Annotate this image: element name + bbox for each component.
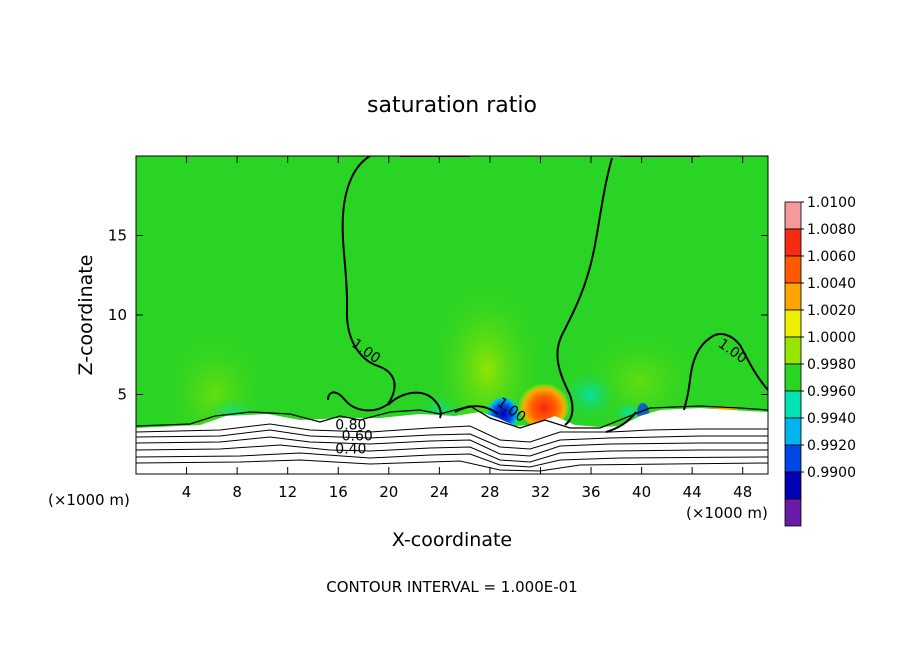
x-tick-label: 20 [379,483,398,501]
colorbar-label: 1.0100 [807,195,856,211]
colorbar-swatch [784,201,802,230]
chart-title: saturation ratio [367,93,537,118]
contour-label: 0.60 [342,429,373,445]
y-axis-ticks: 5 10 15 [108,227,768,404]
contours-dry [136,405,768,472]
plot-area: 1.001.001.000.800.600.40 [136,156,768,474]
y-tick-label: 5 [117,386,127,404]
colorbar-swatch [784,255,802,284]
colorbar-label: 0.9920 [807,438,856,454]
colorbar-label: 0.9980 [807,357,856,373]
x-tick-label: 16 [329,483,348,501]
colorbar: 1.0100 1.0080 1.0060 1.0040 1.0020 1.0000 0.99… [784,195,856,527]
colorbar-label: 1.0080 [807,222,856,238]
y-axis-label: Z-coordinate [75,255,97,376]
x-tick-label: 4 [182,483,192,501]
colorbar-swatch [784,282,802,311]
colorbar-swatch [784,228,802,257]
colorbar-label: 1.0060 [807,249,856,265]
x-tick-label: 28 [480,483,499,501]
x-tick-label: 48 [733,483,752,501]
x-axis-ticks: 4 8 12 16 20 24 28 32 36 40 44 48 [182,156,752,501]
colorbar-swatch [784,471,802,500]
x-tick-label: 32 [531,483,550,501]
colorbar-label: 1.0040 [807,276,856,292]
y-tick-label: 15 [108,227,127,245]
colorbar-label: 0.9900 [807,465,856,481]
colorbar-label: 0.9960 [807,384,856,400]
field-cyan-right [558,367,622,423]
x-axis-label: X-coordinate [392,529,512,551]
colorbar-label: 0.9940 [807,411,856,427]
x-tick-label: 44 [683,483,702,501]
colorbar-swatch [784,309,802,338]
x-tick-label: 36 [581,483,600,501]
contour-label: 0.80 [335,417,366,433]
colorbar-swatch [784,390,802,419]
contour-interval-note: CONTOUR INTERVAL = 1.000E-01 [326,578,577,596]
colorbar-swatch [784,417,802,446]
colorbar-swatch [784,498,802,527]
colorbar-label: 1.0000 [807,330,856,346]
colorbar-swatch [784,336,802,365]
x-tick-label: 12 [278,483,297,501]
x-tick-label: 8 [232,483,242,501]
contours-unity [327,156,768,433]
x-unit-left: (×1000 m) [48,491,130,509]
colorbar-swatch [784,363,802,392]
x-unit-right: (×1000 m) [686,504,768,522]
x-tick-label: 24 [430,483,449,501]
colorbar-swatch [784,444,802,473]
colorbar-label: 1.0020 [807,303,856,319]
x-tick-label: 40 [632,483,651,501]
dry-layer [136,408,768,474]
y-tick-label: 10 [108,306,127,324]
positive-anomaly [518,378,570,428]
contour-label: 0.40 [335,441,366,457]
